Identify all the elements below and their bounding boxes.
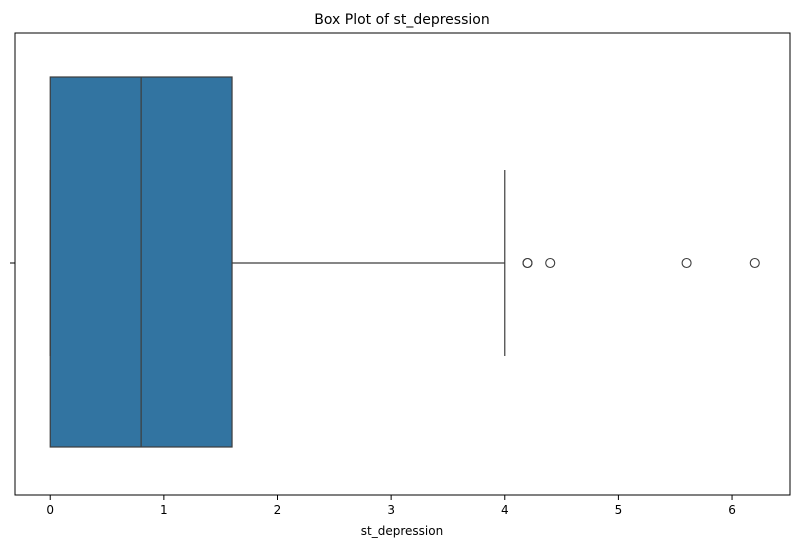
- x-axis: 0 1 2 3 4 5 6: [46, 495, 736, 517]
- outlier-point: [522, 257, 533, 269]
- x-tick-label: 2: [274, 503, 282, 517]
- outlier-point: [749, 257, 760, 269]
- outlier-point: [545, 257, 556, 269]
- box-plot-series: [49, 76, 760, 448]
- x-axis-label: st_depression: [361, 524, 443, 538]
- x-tick-label: 4: [501, 503, 509, 517]
- x-tick-label: 5: [615, 503, 623, 517]
- chart-title: Box Plot of st_depression: [314, 12, 489, 28]
- x-tick-label: 6: [728, 503, 736, 517]
- x-tick-label: 3: [387, 503, 395, 517]
- outlier-point: [681, 257, 692, 269]
- x-tick-label: 1: [160, 503, 168, 517]
- x-tick-label: 0: [46, 503, 54, 517]
- plot-area-frame: [14, 32, 791, 496]
